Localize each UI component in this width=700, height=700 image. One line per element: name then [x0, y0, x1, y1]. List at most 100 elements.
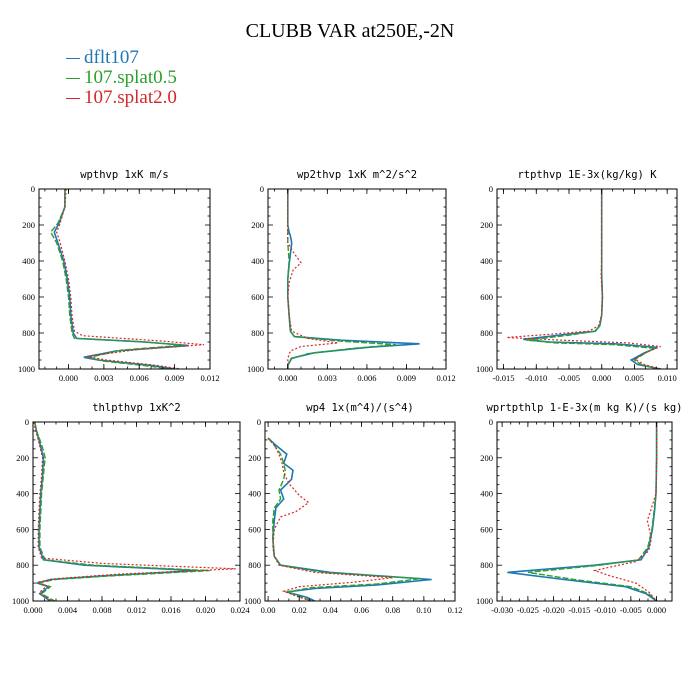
chart-panel-6: wprtpthlp 1-E-3x(m kg K)/(s kg) 0 200 400 60…	[476, 402, 682, 615]
series-line-107.splat0.5	[267, 437, 421, 601]
x-tick-label: 0.009	[165, 373, 184, 383]
series-line-dflt107	[507, 422, 658, 601]
y-tick-label: 0	[31, 184, 35, 194]
x-tick-label: 0.005	[625, 373, 644, 383]
x-tick-label: 0.006	[130, 373, 149, 383]
y-tick-label: 200	[248, 453, 261, 463]
chart-title: wp4 1x(m^4)/(s^4)	[306, 402, 413, 414]
y-tick-label: 200	[480, 453, 493, 463]
x-tick-label: 0.004	[58, 605, 78, 615]
x-tick-label: 0.009	[397, 373, 416, 383]
y-tick-label: 800	[248, 560, 261, 570]
y-tick-label: 600	[16, 524, 29, 534]
legend-label: 107.splat2.0	[84, 87, 177, 108]
y-tick-label: 800	[251, 328, 264, 338]
x-tick-label: 0.012	[436, 373, 455, 383]
series-line-107.splat2.0	[592, 422, 658, 601]
legend-item-series-3: 107.splat2.0	[66, 87, 177, 109]
y-tick-label: 600	[22, 292, 35, 302]
y-tick-label: 600	[251, 292, 264, 302]
x-tick-label: -0.005	[620, 605, 642, 615]
series-line-107.splat2.0	[56, 189, 205, 369]
y-tick-label: 600	[248, 524, 261, 534]
plot-frame	[496, 188, 678, 370]
y-tick-label: 200	[16, 453, 29, 463]
legend-label: 107.splat0.5	[84, 67, 177, 88]
y-tick-label: 400	[16, 489, 29, 499]
chart-title: wprtpthlp 1-E-3x(m kg K)/(s kg)	[487, 402, 683, 414]
x-tick-label: 0.000	[23, 605, 42, 615]
y-tick-label: 400	[480, 256, 493, 266]
y-tick-label: 1000	[476, 596, 493, 606]
x-tick-label: 0.000	[592, 373, 611, 383]
x-tick-label: 0.08	[385, 605, 400, 615]
y-tick-label: 1000	[12, 596, 29, 606]
series-line-107.splat0.5	[49, 189, 185, 369]
y-tick-label: 800	[480, 560, 493, 570]
y-tick-label: 200	[22, 220, 35, 230]
chart-panel-2: wp2thvp 1xK m^2/s^2 0 200 400 600 800 1000 0.00…	[247, 169, 456, 383]
y-tick-label: 200	[251, 220, 264, 230]
series-line-107.splat0.5	[287, 189, 396, 369]
y-tick-label: 1000	[476, 364, 493, 374]
series-line-dflt107	[53, 189, 189, 369]
x-tick-label: -0.030	[491, 605, 513, 615]
x-tick-label: 0.012	[200, 373, 219, 383]
chart-title: rtpthvp 1E-3x(kg/kg) K	[517, 169, 657, 181]
x-tick-label: 0.10	[416, 605, 431, 615]
x-tick-label: -0.005	[558, 373, 580, 383]
legend-line-icon	[66, 78, 80, 80]
x-tick-label: -0.010	[525, 373, 547, 383]
series-line-107.splat2.0	[506, 189, 661, 369]
x-tick-label: 0.000	[59, 373, 78, 383]
series-line-107.splat2.0	[33, 422, 236, 601]
y-tick-label: 0	[257, 417, 261, 427]
x-tick-label: -0.015	[568, 605, 590, 615]
y-tick-label: 0	[260, 184, 264, 194]
y-tick-label: 400	[22, 256, 35, 266]
x-tick-label: 0.012	[127, 605, 146, 615]
x-tick-label: -0.010	[594, 605, 616, 615]
y-tick-label: 400	[480, 489, 493, 499]
x-tick-label: -0.020	[543, 605, 565, 615]
chart-title: wp2thvp 1xK m^2/s^2	[297, 169, 417, 181]
x-tick-label: 0.02	[292, 605, 307, 615]
x-tick-label: 0.000	[278, 373, 297, 383]
x-tick-label: 0.003	[318, 373, 337, 383]
y-tick-label: 0	[489, 184, 493, 194]
y-tick-label: 1000	[18, 364, 35, 374]
chart-panel-3: rtpthvp 1E-3x(kg/kg) K02004006008001000-…	[476, 169, 678, 383]
series-line-dflt107	[33, 422, 197, 601]
x-tick-label: 0.006	[357, 373, 376, 383]
legend-item-series-2: 107.splat0.5	[66, 67, 177, 89]
y-tick-label: 400	[251, 256, 264, 266]
series-line-dflt107	[523, 189, 661, 369]
y-tick-label: 800	[480, 328, 493, 338]
y-tick-label: 200	[480, 220, 493, 230]
x-tick-label: 0.024	[230, 605, 250, 615]
chart-title: wpthvp 1xK m/s	[80, 169, 169, 181]
x-tick-label: 0.12	[448, 605, 463, 615]
chart-title: thlpthvp 1xK^2	[92, 402, 181, 414]
series-line-107.splat0.5	[526, 189, 658, 369]
series-line-dflt107	[267, 437, 432, 601]
figure-title: CLUBB VAR at250E,-2N	[245, 20, 455, 42]
series-line-107.splat0.5	[527, 422, 658, 601]
x-tick-label: 0.020	[196, 605, 215, 615]
legend-line-icon	[66, 58, 80, 60]
x-tick-label: 0.06	[354, 605, 369, 615]
x-tick-label: 0.016	[161, 605, 180, 615]
y-tick-label: 0	[25, 417, 29, 427]
y-tick-label: 800	[16, 560, 29, 570]
x-tick-label: -0.015	[493, 373, 515, 383]
series-line-107.splat2.0	[267, 437, 393, 601]
y-tick-label: 1000	[244, 596, 261, 606]
x-tick-label: -0.025	[517, 605, 539, 615]
y-tick-label: 600	[480, 524, 493, 534]
y-tick-label: 0	[489, 417, 493, 427]
y-tick-label: 400	[248, 489, 261, 499]
legend-line-icon	[66, 98, 80, 100]
